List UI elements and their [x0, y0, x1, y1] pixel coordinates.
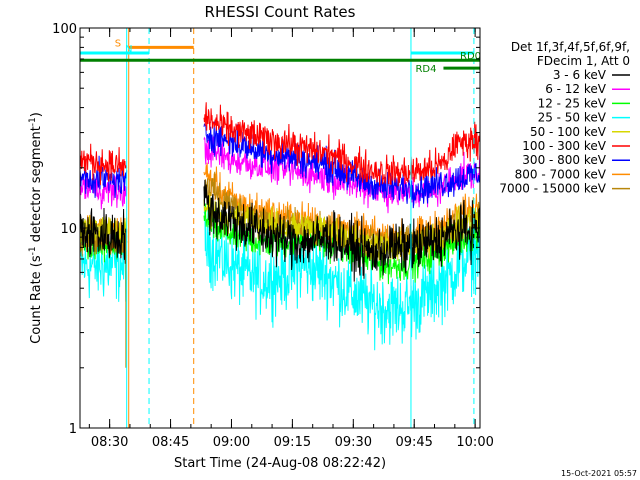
- legend: Det 1f,3f,4f,5f,6f,9f, FDecim 1, Att 0 3…: [499, 40, 630, 196]
- timestamp: 15-Oct-2021 05:57: [561, 469, 637, 478]
- series-25-50-kev-segment-1: [79, 226, 128, 302]
- legend-item-3-6-kev-label: 3 - 6 keV: [553, 68, 607, 82]
- state-bar-label-rd4: RD4: [415, 64, 436, 75]
- legend-item-12-25-kev-label: 12 - 25 keV: [538, 96, 607, 110]
- x-tick-label-6: 09:45: [395, 435, 432, 450]
- y-axis-label-end: ): [29, 112, 44, 117]
- series-25-50-kev-segment-2: [203, 201, 481, 351]
- y-axis-label: Count Rate (s-1 detector segment-1): [28, 112, 44, 344]
- axis-layer: 08:30 08:45 09:00 09:15 09:30 09:45 10:00 1 10 10…: [52, 22, 494, 450]
- series-3-6-kev-segment-2: [203, 179, 481, 282]
- y-axis-label-main: Count Rate (s: [29, 255, 44, 344]
- state-bar-label-s: S: [115, 38, 121, 49]
- legend-item-7000-15000-kev-label: 7000 - 15000 keV: [499, 182, 606, 196]
- series-layer: [79, 102, 481, 368]
- legend-item-300-800-kev-label: 300 - 800 keV: [522, 153, 606, 167]
- legend-header-line-1: Det 1f,3f,4f,5f,6f,9f,: [511, 40, 630, 54]
- bar-layer: SN RD0 RD4: [80, 38, 481, 75]
- series-3-6-kev-segment-1: [79, 207, 128, 264]
- x-tick-label-7: 10:00: [456, 435, 493, 450]
- legend-item-25-50-kev-label: 25 - 50 keV: [538, 111, 607, 125]
- y-axis-label-exponent-1: -1: [28, 246, 38, 255]
- state-bar-label-n: N: [125, 44, 132, 55]
- x-tick-label-4: 09:15: [274, 435, 311, 450]
- x-tick-label-3: 09:00: [213, 435, 250, 450]
- series-300-800-kev-segment-1: [79, 155, 128, 199]
- series-100-300-kev-segment-1: [79, 143, 128, 186]
- y-axis-label-middle: detector segment: [29, 126, 44, 246]
- chart-title: RHESSI Count Rates: [205, 3, 356, 21]
- y-tick-label-3: 100: [52, 22, 77, 37]
- legend-item-100-300-kev-label: 100 - 300 keV: [522, 139, 606, 153]
- legend-header-line-2: FDecim 1, Att 0: [537, 54, 630, 68]
- y-tick-label-2: 10: [60, 222, 77, 237]
- series-100-300-kev-segment-2: [203, 102, 481, 187]
- x-tick-label-5: 09:30: [335, 435, 372, 450]
- legend-item-800-7000-kev-label: 800 - 7000 keV: [515, 167, 607, 181]
- x-tick-label-1: 08:30: [91, 435, 128, 450]
- y-axis-label-exponent-2: -1: [28, 117, 38, 126]
- legend-item-6-12-kev-label: 6 - 12 keV: [545, 82, 607, 96]
- y-tick-label-1: 1: [69, 422, 77, 437]
- x-axis-label: Start Time (24-Aug-08 08:22:42): [174, 456, 386, 471]
- state-bar-label-rd0: RD0: [460, 51, 481, 62]
- series-6-12-kev-segment-1: [79, 173, 128, 210]
- x-tick-label-2: 08:45: [152, 435, 189, 450]
- legend-item-50-100-kev-label: 50 - 100 keV: [530, 125, 607, 139]
